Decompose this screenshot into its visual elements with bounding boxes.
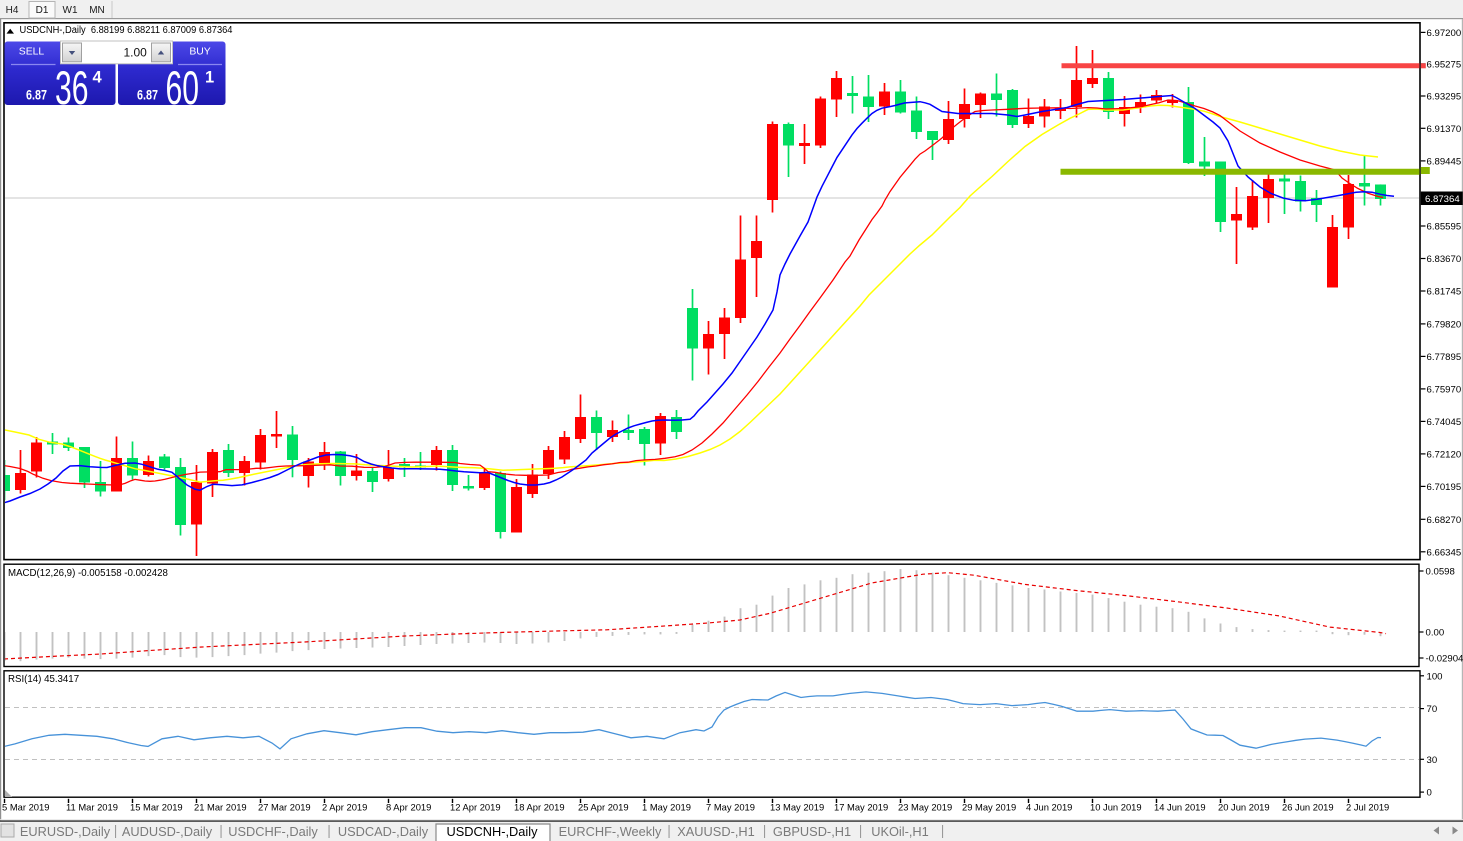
svg-text:USDCNH-,Daily 6.88199 6.88211: USDCNH-,Daily 6.88199 6.88211 6.87009 6.… [20,25,234,36]
svg-text:EURCHF-,Weekly: EURCHF-,Weekly [559,824,662,839]
svg-text:36: 36 [55,61,89,114]
svg-text:20 Jun 2019: 20 Jun 2019 [1218,801,1270,812]
svg-text:4: 4 [93,69,103,87]
svg-text:8 Apr 2019: 8 Apr 2019 [386,801,431,812]
svg-text:17 May 2019: 17 May 2019 [834,801,888,812]
svg-text:-0.029049: -0.029049 [1426,654,1463,665]
svg-text:23 May 2019: 23 May 2019 [898,801,952,812]
svg-text:6.79820: 6.79820 [1427,319,1462,330]
svg-text:XAUUSD-,H1: XAUUSD-,H1 [677,824,755,839]
svg-text:W1: W1 [63,5,78,16]
svg-text:D1: D1 [36,5,49,16]
svg-text:BUY: BUY [189,47,210,58]
svg-text:6.87: 6.87 [26,88,47,103]
svg-text:6.75970: 6.75970 [1427,384,1462,395]
svg-text:1.00: 1.00 [123,46,147,60]
svg-text:0.0598: 0.0598 [1426,567,1455,578]
svg-text:MACD(12,26,9) -0.005158 -0.002: MACD(12,26,9) -0.005158 -0.002428 [8,568,168,579]
svg-text:18 Apr 2019: 18 Apr 2019 [514,801,565,812]
svg-text:29 May 2019: 29 May 2019 [962,801,1016,812]
svg-text:13 May 2019: 13 May 2019 [770,801,824,812]
svg-text:AUDUSD-,Daily: AUDUSD-,Daily [122,824,213,839]
svg-text:H4: H4 [6,5,19,16]
svg-text:12 Apr 2019: 12 Apr 2019 [450,801,501,812]
svg-text:6.77895: 6.77895 [1427,352,1462,363]
svg-text:GBPUSD-,H1: GBPUSD-,H1 [773,824,851,839]
svg-text:6.89445: 6.89445 [1427,156,1462,167]
svg-text:6.81745: 6.81745 [1427,287,1462,298]
svg-text:6.87: 6.87 [137,88,158,103]
svg-text:6.93295: 6.93295 [1427,92,1462,103]
svg-text:100: 100 [1427,671,1443,682]
svg-text:1 May 2019: 1 May 2019 [642,801,691,812]
svg-text:6.95275: 6.95275 [1427,59,1462,70]
svg-text:6.97200: 6.97200 [1427,28,1462,39]
svg-text:USDCHF-,Daily: USDCHF-,Daily [228,824,318,839]
svg-text:7 May 2019: 7 May 2019 [706,801,755,812]
svg-text:30: 30 [1427,755,1438,766]
svg-text:1: 1 [205,69,214,87]
svg-text:USDCAD-,Daily: USDCAD-,Daily [338,824,429,839]
svg-text:2 Jul 2019: 2 Jul 2019 [1346,801,1389,812]
svg-text:MN: MN [89,5,105,16]
svg-text:6.68270: 6.68270 [1427,515,1462,526]
svg-text:27 Mar 2019: 27 Mar 2019 [258,801,311,812]
svg-text:USDCNH-,Daily: USDCNH-,Daily [446,824,538,839]
svg-text:6.83670: 6.83670 [1427,254,1462,265]
svg-text:25 Apr 2019: 25 Apr 2019 [578,801,629,812]
svg-text:UKOil-,H1: UKOil-,H1 [871,824,929,839]
svg-text:21 Mar 2019: 21 Mar 2019 [194,801,247,812]
svg-text:6.87364: 6.87364 [1425,194,1460,205]
svg-text:70: 70 [1427,704,1438,715]
svg-text:SELL: SELL [19,47,45,58]
svg-text:5 Mar 2019: 5 Mar 2019 [2,801,49,812]
svg-text:60: 60 [166,61,200,114]
svg-text:6.85595: 6.85595 [1427,222,1462,233]
svg-text:2 Apr 2019: 2 Apr 2019 [322,801,367,812]
svg-text:RSI(14) 45.3417: RSI(14) 45.3417 [8,674,79,685]
svg-text:0.00: 0.00 [1426,628,1445,639]
svg-text:EURUSD-,Daily: EURUSD-,Daily [20,824,111,839]
svg-text:11 Mar 2019: 11 Mar 2019 [66,801,118,812]
svg-text:6.91370: 6.91370 [1427,124,1462,135]
svg-text:26 Jun 2019: 26 Jun 2019 [1282,801,1334,812]
svg-text:15 Mar 2019: 15 Mar 2019 [130,801,183,812]
svg-text:6.74045: 6.74045 [1427,417,1462,428]
svg-text:6.66345: 6.66345 [1427,547,1462,558]
svg-text:4 Jun 2019: 4 Jun 2019 [1026,801,1072,812]
svg-text:6.70195: 6.70195 [1427,482,1462,493]
svg-text:14 Jun 2019: 14 Jun 2019 [1154,801,1206,812]
svg-text:10 Jun 2019: 10 Jun 2019 [1090,801,1142,812]
svg-text:6.72120: 6.72120 [1427,449,1462,460]
svg-text:0: 0 [1427,788,1432,799]
